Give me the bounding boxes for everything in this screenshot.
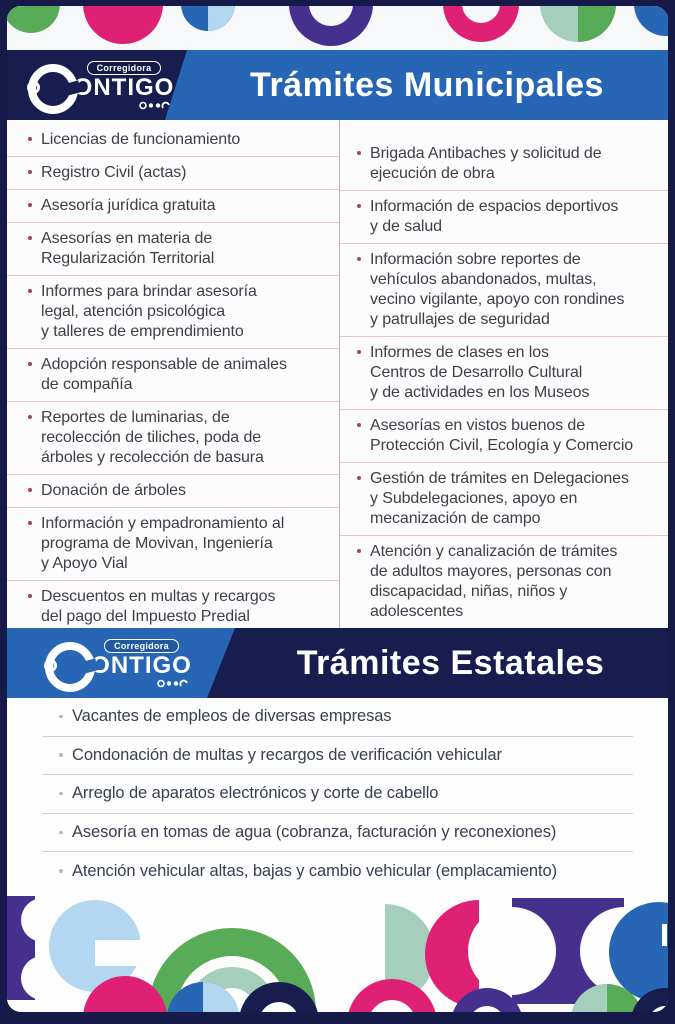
list-item: Vacantes de empleos de diversas empresas <box>42 698 633 737</box>
header-municipales: Corregidora ONTIGO Trámites Municipales <box>7 50 668 120</box>
decorative-shapes-bottom <box>7 896 668 1012</box>
municipales-column-right: Brigada Antibaches y solicitud de ejecuc… <box>339 120 668 628</box>
list-item-text: Descuentos en multas y recargos del pago… <box>41 588 276 625</box>
list-item-text: Asesorías en vistos buenos de Protección… <box>370 417 634 454</box>
bullet-icon <box>28 236 32 240</box>
list-item-text: Atención vehicular altas, bajas y cambio… <box>72 861 557 880</box>
bullet-icon <box>59 753 63 757</box>
logo-eye-icon <box>44 659 58 672</box>
list-item-text: Información y empadronamiento al program… <box>41 515 285 572</box>
contigo-logo: Corregidora ONTIGO <box>44 634 192 692</box>
list-item-text: Asesoría jurídica gratuita <box>41 197 216 214</box>
list-item: Asesoría en tomas de agua (cobranza, fac… <box>42 814 633 853</box>
list-item: Información sobre reportes de vehículos … <box>340 244 668 337</box>
bullet-icon <box>357 476 361 480</box>
list-item-text: Informes para brindar asesoría legal, at… <box>41 283 257 340</box>
bullet-icon <box>28 170 32 174</box>
list-item-text: Donación de árboles <box>41 482 186 499</box>
list-item: Reportes de luminarias, de recolección d… <box>7 402 339 475</box>
top-decorative-band <box>7 6 668 50</box>
logo-text-block: Corregidora ONTIGO <box>91 638 192 688</box>
list-item: Arreglo de aparatos electrónicos y corte… <box>42 775 633 814</box>
page-title-estatales: Trámites Estatales <box>296 643 605 682</box>
bullet-icon <box>28 415 32 419</box>
bullet-icon <box>28 521 32 525</box>
header-municipales-logo-block: Corregidora ONTIGO <box>7 50 187 120</box>
bottom-decorative-band <box>7 890 668 1012</box>
page-title-municipales: Trámites Municipales <box>250 65 604 104</box>
list-item: Información de espacios deportivos y de … <box>340 191 668 244</box>
list-item: Asesorías en materia de Regularización T… <box>7 223 339 276</box>
list-item-text: Atención y canalización de trámites de a… <box>370 543 618 620</box>
list-item-text: Información de espacios deportivos y de … <box>370 198 619 235</box>
decorative-shapes-top <box>7 6 668 46</box>
bullet-icon <box>28 488 32 492</box>
list-item-text: Asesorías en materia de Regularización T… <box>41 230 215 267</box>
list-item: Atención vehicular altas, bajas y cambio… <box>42 852 633 890</box>
logo-region-pill: Corregidora <box>86 60 162 75</box>
bullet-icon <box>28 362 32 366</box>
list-item: Condonación de multas y recargos de veri… <box>42 737 633 776</box>
list-item-text: Licencias de funcionamiento <box>41 131 241 148</box>
list-item-text: Arreglo de aparatos electrónicos y corte… <box>72 784 439 803</box>
bullet-icon <box>28 594 32 598</box>
list-item-text: Registro Civil (actas) <box>41 164 187 181</box>
list-item: Asesoría jurídica gratuita <box>7 190 339 223</box>
municipales-column-left: Licencias de funcionamiento Registro Civ… <box>7 120 339 628</box>
bullet-icon <box>357 204 361 208</box>
logo-c-icon <box>44 642 96 692</box>
logo-swirl-icon <box>157 679 188 687</box>
bullet-icon <box>357 151 361 155</box>
list-item-text: Asesoría en tomas de agua (cobranza, fac… <box>72 823 557 842</box>
header-estatales: Corregidora ONTIGO Trámites Estatales <box>7 628 668 698</box>
bullet-icon <box>59 714 63 719</box>
bullet-icon <box>357 257 361 261</box>
logo-swirl-icon <box>139 101 171 109</box>
bullet-icon <box>28 289 32 293</box>
list-item-text: Gestión de trámites en Delegaciones y Su… <box>370 470 629 527</box>
bullet-icon <box>357 350 361 354</box>
list-item: Atención y canalización de trámites de a… <box>340 536 668 628</box>
list-item-text: Condonación de multas y recargos de veri… <box>72 745 502 764</box>
list-item: Informes de clases en los Centros de Des… <box>340 337 668 410</box>
list-item-text: Informes de clases en los Centros de Des… <box>370 344 590 401</box>
bullet-icon <box>28 137 32 141</box>
logo-text-block: Corregidora ONTIGO <box>73 60 175 110</box>
list-item: Licencias de funcionamiento <box>7 124 339 157</box>
logo-brand-name: ONTIGO <box>73 73 175 101</box>
list-item-text: Vacantes de empleos de diversas empresas <box>72 707 392 726</box>
list-item: Informes para brindar asesoría legal, at… <box>7 276 339 349</box>
list-item: Información y empadronamiento al program… <box>7 508 339 581</box>
list-item-text: Información sobre reportes de vehículos … <box>370 251 625 328</box>
contigo-logo: Corregidora ONTIGO <box>26 56 175 114</box>
municipales-list: Licencias de funcionamiento Registro Civ… <box>7 120 668 628</box>
logo-eye-icon <box>26 81 40 94</box>
logo-region-pill: Corregidora <box>104 638 179 653</box>
list-item: Asesorías en vistos buenos de Protección… <box>340 410 668 463</box>
list-item: Adopción responsable de animales de comp… <box>7 349 339 402</box>
estatales-list: Vacantes de empleos de diversas empresas… <box>7 698 668 890</box>
list-item: Descuentos en multas y recargos del pago… <box>7 581 339 633</box>
header-estatales-logo-block: Corregidora ONTIGO <box>7 628 235 698</box>
list-item-text: Adopción responsable de animales de comp… <box>41 356 287 393</box>
logo-c-icon <box>26 64 78 114</box>
poster-sheet: Corregidora ONTIGO Trámites Municipales <box>7 6 668 1012</box>
logo-brand-name: ONTIGO <box>91 651 192 679</box>
list-item-text: Reportes de luminarias, de recolección d… <box>41 409 264 466</box>
bullet-icon <box>28 203 32 207</box>
list-item: Donación de árboles <box>7 475 339 508</box>
list-item: Gestión de trámites en Delegaciones y Su… <box>340 463 668 536</box>
bullet-icon <box>357 549 361 553</box>
list-item: Registro Civil (actas) <box>7 157 339 190</box>
list-item: Brigada Antibaches y solicitud de ejecuc… <box>340 138 668 191</box>
bullet-icon <box>357 423 361 427</box>
bullet-icon <box>59 830 63 835</box>
list-item-text: Brigada Antibaches y solicitud de ejecuc… <box>370 145 602 182</box>
bullet-icon <box>59 869 63 873</box>
bullet-icon <box>59 791 63 796</box>
